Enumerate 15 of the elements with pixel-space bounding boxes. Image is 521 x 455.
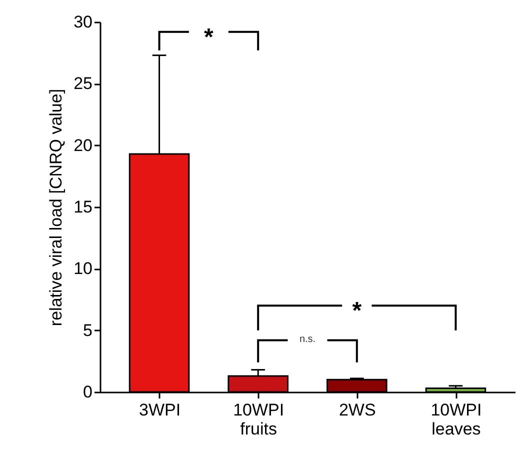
y-tick-label: 25 [74,74,92,94]
x-tick-label: 3WPI [139,400,181,420]
annotation: * [204,24,214,51]
annotation: * [352,298,362,325]
y-tick-label: 5 [83,320,92,340]
x-tick-label: 10WPI fruits [233,400,284,438]
y-tick-label: 10 [74,259,92,278]
x-tick-label: 2WS [338,400,376,420]
x-tick-label: 10WPI leaves [430,400,482,438]
y-axis-title: relative viral load [CNRQ value] [46,88,66,326]
y-tick-label: 0 [83,382,92,402]
y-tick-label: 15 [74,198,92,216]
y-tick-label: 30 [74,12,92,32]
annotation: n.s. [299,334,316,346]
y-tick-label: 20 [74,136,92,155]
